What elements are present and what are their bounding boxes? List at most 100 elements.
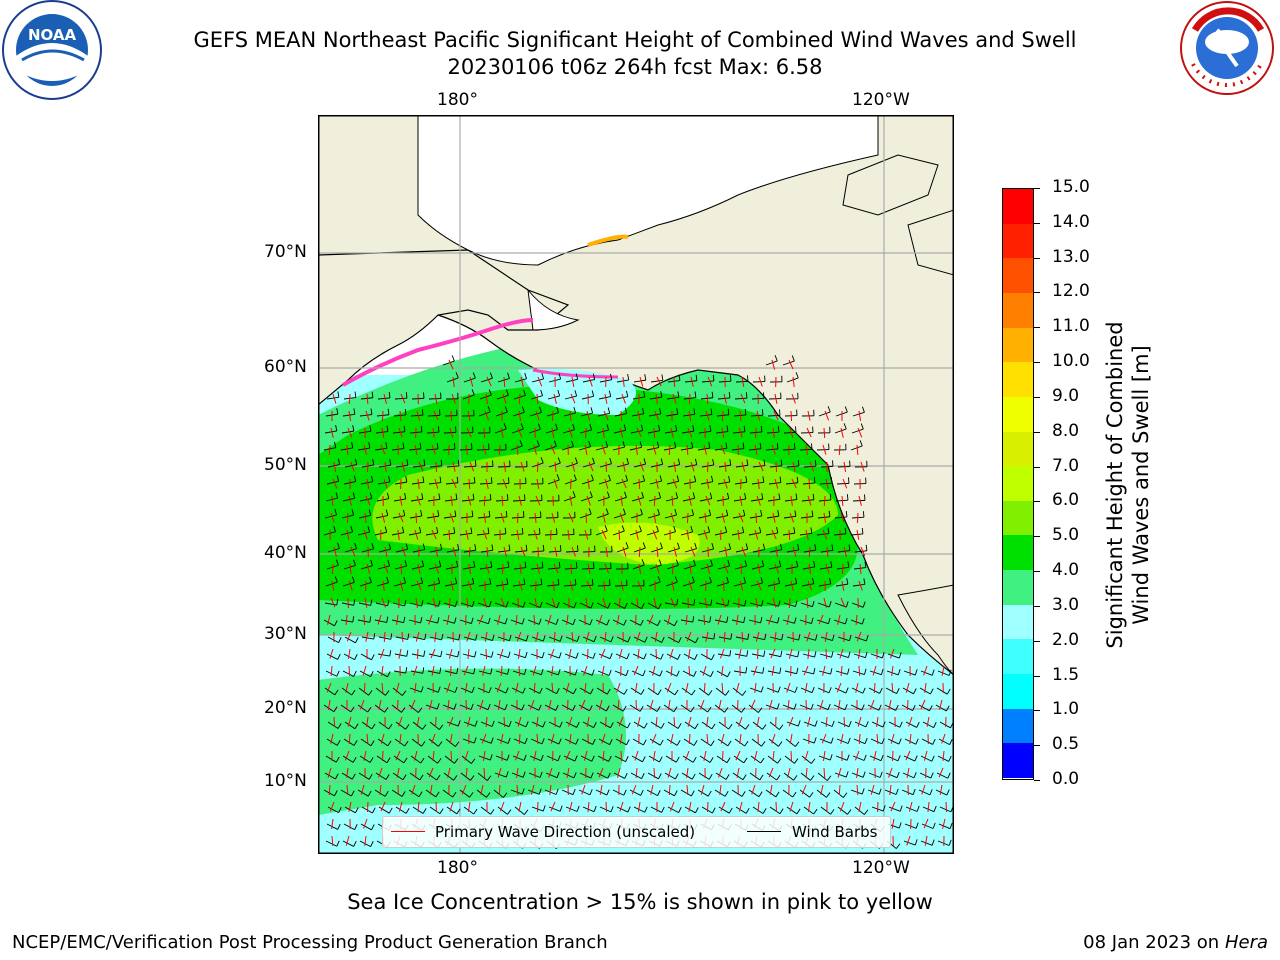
wind-barb-flag: [369, 425, 372, 432]
wind-barb-flag: [708, 442, 711, 449]
wind-barb: [852, 499, 866, 502]
wind-barb-flag: [335, 756, 340, 763]
wind-barb-flag: [337, 391, 340, 398]
wave-direction-arrow: [496, 682, 502, 693]
wave-direction-arrow: [706, 563, 711, 574]
wave-direction-arrow: [520, 546, 526, 557]
wind-barb: [768, 738, 779, 747]
wind-barb: [783, 772, 794, 781]
wave-direction-arrow: [469, 461, 475, 472]
wind-barb-flag: [424, 633, 427, 640]
wind-barb-flag: [370, 740, 375, 746]
wind-barb-flag: [810, 703, 814, 710]
wind-barb-flag: [726, 425, 729, 432]
wind-barb-flag: [606, 491, 610, 498]
wind-barb: [885, 687, 897, 695]
wind-barb: [920, 840, 933, 846]
wind-barb-flag: [709, 492, 713, 499]
wave-direction-arrow: [515, 614, 518, 626]
wave-direction-arrow: [363, 750, 367, 761]
wind-barb-flag: [744, 492, 747, 500]
wind-barb-flag: [456, 667, 459, 674]
wind-barb-flag: [388, 391, 391, 399]
wind-barb: [666, 738, 678, 746]
wind-barb: [580, 584, 594, 587]
wind-barb: [869, 755, 882, 762]
wind-barb: [786, 721, 799, 727]
wave-direction-arrow: [718, 767, 723, 778]
colorbar-tick-label: 4.0: [1052, 560, 1080, 581]
wind-barb-flag: [929, 705, 933, 712]
wind-barb: [494, 687, 507, 694]
wave-direction-arrow: [653, 427, 656, 439]
wave-direction-arrow: [757, 801, 760, 812]
wind-barb: [563, 496, 576, 502]
wind-barb: [327, 548, 340, 553]
wind-barb: [631, 413, 644, 417]
wave-direction-arrow: [855, 682, 859, 693]
wind-barb-flag: [625, 542, 629, 549]
wave-direction-arrow: [788, 597, 791, 609]
wave-direction-arrow: [348, 733, 351, 745]
wave-direction-arrow: [872, 665, 877, 676]
wave-direction-arrow: [346, 631, 352, 642]
wave-direction-arrow: [617, 767, 621, 778]
wind-barb-flag: [576, 805, 580, 812]
wind-barb: [324, 514, 337, 519]
wind-barb-flag: [764, 633, 767, 640]
wind-barb-flag: [555, 618, 559, 625]
wind-barb-flag: [897, 755, 901, 762]
wave-direction-arrow: [906, 699, 909, 711]
wind-barb: [649, 653, 661, 660]
wind-barb-flag: [690, 706, 695, 713]
wave-direction-arrow: [841, 495, 844, 507]
wind-barb: [531, 636, 544, 642]
wave-direction-arrow: [350, 546, 356, 557]
wind-barb-flag: [336, 599, 339, 606]
wind-barb-flag: [506, 494, 509, 501]
wind-barb-flag: [405, 807, 410, 814]
wind-barb: [326, 396, 339, 400]
wave-direction-arrow: [451, 478, 457, 489]
wind-barb-flag: [744, 740, 749, 747]
wind-barb: [375, 687, 386, 696]
wind-barb: [512, 755, 525, 761]
wave-direction-arrow: [329, 801, 335, 812]
wind-barb-flag: [759, 442, 762, 449]
wave-direction-arrow: [653, 512, 657, 523]
wind-barb: [816, 789, 827, 798]
wind-barb: [748, 789, 760, 798]
wind-barb-flag: [507, 737, 511, 744]
wind-barb: [359, 755, 371, 763]
wave-direction-arrow: [649, 699, 654, 710]
wind-barb-flag: [589, 491, 593, 498]
wind-barb-flag: [508, 544, 511, 551]
colorbar-tick-label: 13.0: [1052, 246, 1090, 267]
wind-barb-flag: [622, 705, 627, 712]
wind-barb: [429, 549, 442, 553]
wind-barb-flag: [557, 578, 560, 585]
wind-barb-flag: [370, 671, 374, 677]
wave-direction-arrow: [571, 546, 576, 557]
wave-direction-arrow: [737, 529, 740, 540]
wave-direction-arrow: [518, 580, 523, 591]
wave-direction-arrow: [706, 393, 709, 405]
wave-direction-arrow: [346, 529, 350, 540]
wind-barb: [853, 653, 866, 659]
wind-barb: [819, 566, 832, 570]
wind-barb: [582, 721, 594, 729]
wave-direction-arrow: [399, 495, 403, 506]
wind-barb: [324, 687, 336, 696]
wind-barb-flag: [624, 407, 628, 414]
wind-barb: [667, 721, 679, 729]
wave-direction-arrow: [633, 665, 639, 676]
wind-barb: [530, 395, 543, 400]
wind-barb: [564, 653, 577, 659]
wind-barb-flag: [895, 788, 899, 795]
wave-direction-arrow: [790, 410, 793, 422]
wind-barb: [410, 670, 423, 674]
wind-barb-flag: [436, 703, 440, 710]
colorbar-tick-label: 15.0: [1052, 177, 1090, 197]
wind-barb: [548, 721, 560, 728]
wind-barb-flag: [373, 633, 376, 640]
